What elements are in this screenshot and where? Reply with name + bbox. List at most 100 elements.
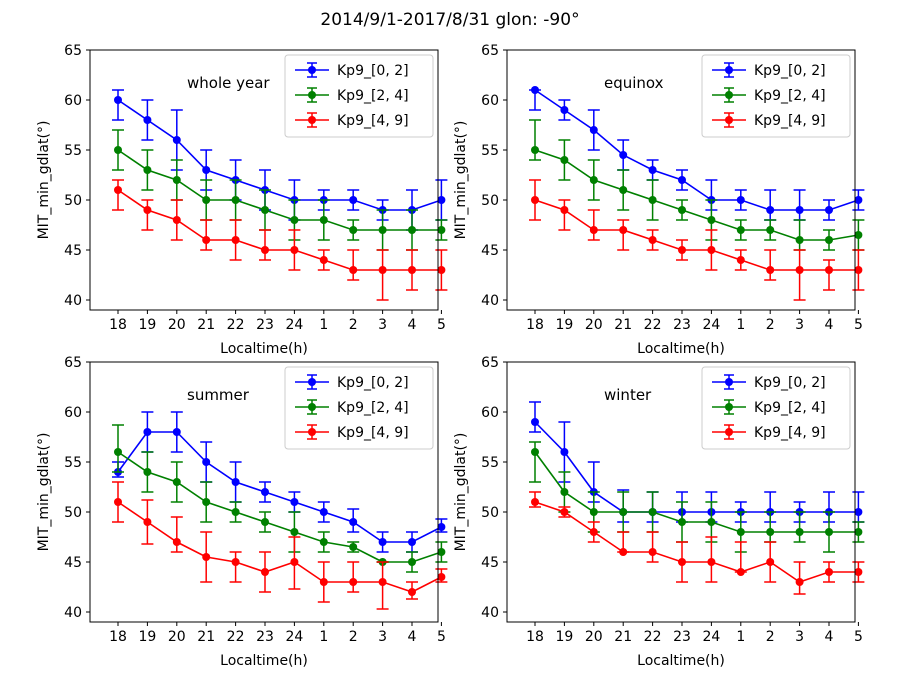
- y-tick-label: 45: [64, 555, 82, 571]
- data-point: [795, 206, 804, 214]
- data-point: [290, 246, 299, 254]
- data-point: [437, 523, 446, 531]
- data-point: [143, 518, 152, 526]
- x-tick-label: 5: [437, 629, 446, 645]
- x-axis-label: Localtime(h): [220, 341, 308, 357]
- data-point: [319, 578, 328, 586]
- series-line: [117, 431, 442, 543]
- legend-label: Kp9_[2, 4]: [337, 88, 409, 104]
- x-tick-label: 22: [644, 629, 662, 645]
- series-2: [529, 179, 865, 301]
- data-point: [319, 256, 328, 264]
- x-tick-label: 3: [795, 317, 804, 333]
- data-point: [408, 588, 416, 596]
- y-tick-label: 60: [481, 405, 499, 421]
- axes-frame: [89, 361, 439, 623]
- series-line: [117, 149, 442, 231]
- x-tick-label: 24: [702, 317, 720, 333]
- data-point: [349, 266, 358, 274]
- axes-frame: [506, 361, 856, 623]
- data-point: [854, 528, 863, 536]
- data-point: [290, 498, 299, 506]
- data-point: [736, 568, 745, 576]
- x-tick-label: 3: [378, 629, 387, 645]
- x-tick-label: 5: [437, 317, 446, 333]
- data-point: [172, 478, 181, 486]
- data-point: [766, 558, 775, 566]
- data-point: [261, 206, 269, 214]
- data-point: [531, 86, 539, 94]
- y-tick-label: 50: [64, 505, 82, 521]
- data-point: [408, 538, 416, 546]
- y-axis-label: MIT_min_gdlat(°): [453, 433, 469, 552]
- data-point: [619, 151, 628, 159]
- x-tick-label: 23: [256, 317, 274, 333]
- legend-box: [701, 54, 851, 138]
- data-point: [172, 216, 181, 224]
- x-tick-label: 20: [585, 317, 603, 333]
- x-axis-label: Localtime(h): [220, 653, 308, 669]
- data-point: [531, 418, 539, 426]
- data-point: [114, 186, 122, 194]
- data-point: [143, 428, 152, 436]
- x-axis-label: Localtime(h): [637, 341, 725, 357]
- legend-marker: [308, 91, 316, 99]
- legend: Kp9_[0, 2] Kp9_[2, 4] Kp9_[4, 9]: [284, 54, 434, 138]
- data-point: [560, 508, 569, 516]
- panel-annotation: summer: [187, 386, 250, 404]
- y-axis-label: MIT_min_gdlat(°): [453, 121, 469, 240]
- data-point: [736, 528, 745, 536]
- data-point: [114, 448, 122, 456]
- x-tick-label: 1: [736, 629, 745, 645]
- data-point: [378, 226, 387, 234]
- data-point: [172, 538, 181, 546]
- data-point: [854, 266, 863, 274]
- x-tick-label: 18: [109, 317, 127, 333]
- legend-label: Kp9_[2, 4]: [754, 88, 826, 104]
- x-tick-label: 4: [825, 317, 834, 333]
- series-1: [112, 424, 448, 573]
- data-point: [648, 236, 657, 244]
- legend-marker: [308, 66, 316, 74]
- data-point: [202, 196, 211, 204]
- y-tick-label: 40: [481, 605, 499, 621]
- y-tick-label: 65: [64, 43, 82, 59]
- data-point: [825, 568, 833, 576]
- x-tick-label: 1: [319, 317, 328, 333]
- y-tick-label: 65: [481, 355, 499, 371]
- data-point: [589, 126, 598, 134]
- data-point: [766, 226, 775, 234]
- legend-marker: [308, 403, 316, 411]
- legend-label: Kp9_[4, 9]: [754, 425, 826, 441]
- data-point: [560, 156, 569, 164]
- data-point: [854, 508, 863, 516]
- x-tick-label: 22: [644, 317, 662, 333]
- legend-marker: [725, 116, 733, 124]
- data-point: [825, 206, 833, 214]
- data-point: [707, 518, 716, 526]
- x-tick-label: 24: [285, 629, 303, 645]
- y-tick-label: 45: [481, 243, 499, 259]
- data-point: [437, 573, 446, 581]
- x-tick-label: 1: [736, 317, 745, 333]
- y-tick-label: 60: [64, 93, 82, 109]
- x-tick-label: 3: [795, 629, 804, 645]
- data-point: [795, 266, 804, 274]
- data-point: [560, 106, 569, 114]
- x-tick-label: 4: [825, 629, 834, 645]
- y-tick-label: 50: [64, 193, 82, 209]
- y-axis-label: MIT_min_gdlat(°): [36, 433, 52, 552]
- x-tick-label: 19: [138, 629, 156, 645]
- data-point: [678, 558, 686, 566]
- data-point: [795, 528, 804, 536]
- data-point: [172, 428, 181, 436]
- x-tick-label: 24: [702, 629, 720, 645]
- legend-marker: [308, 428, 316, 436]
- series-line: [117, 451, 442, 563]
- x-tick-label: 19: [555, 317, 573, 333]
- data-point: [766, 266, 775, 274]
- x-axis-label: Localtime(h): [637, 653, 725, 669]
- series-line: [534, 501, 859, 583]
- panel-summer: 18 19 20 21 22 23 24 1 2 3 4 5404550556065Localtime…: [36, 355, 448, 669]
- data-point: [408, 226, 416, 234]
